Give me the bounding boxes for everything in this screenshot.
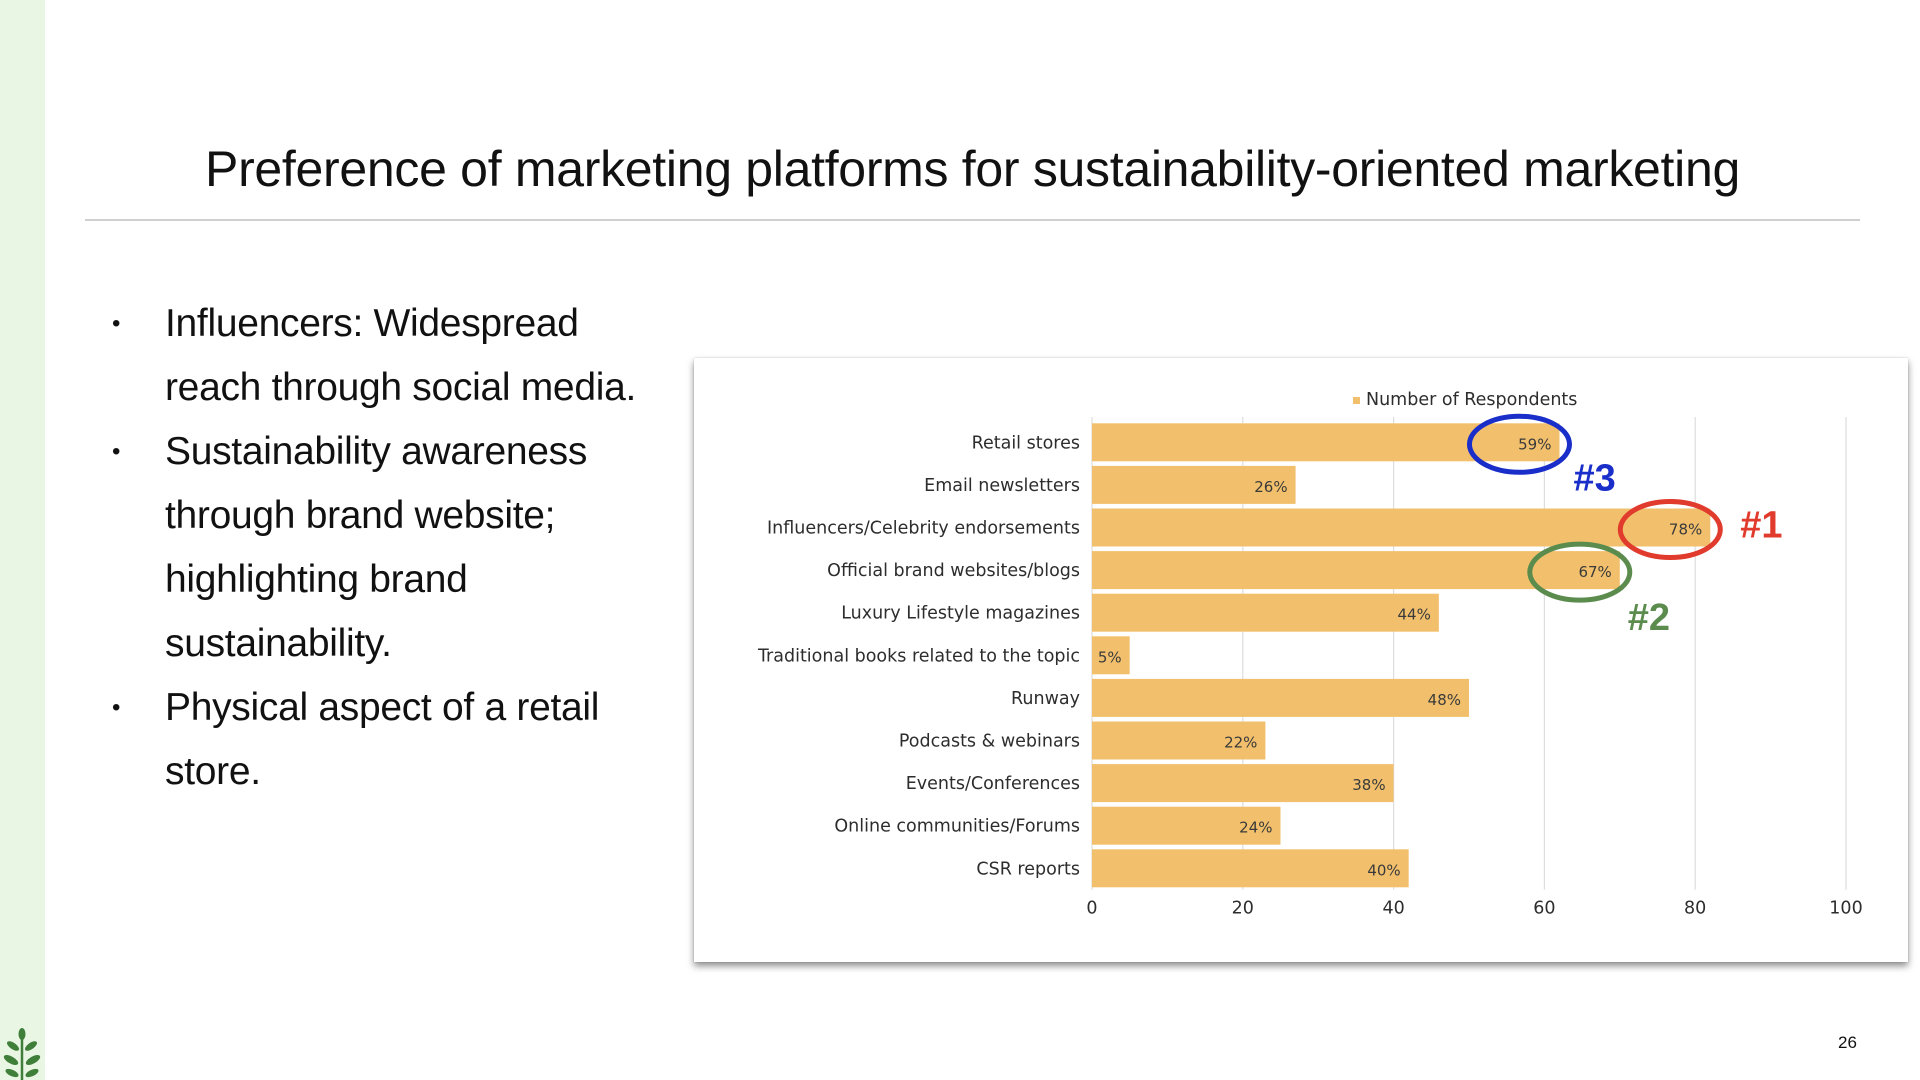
bar bbox=[1092, 721, 1266, 760]
category-label: Runway bbox=[1011, 689, 1080, 709]
category-label: Email newsletters bbox=[924, 476, 1080, 496]
category-label: Retail stores bbox=[972, 433, 1080, 453]
rank-highlight-ellipse bbox=[1527, 541, 1633, 603]
sprout-icon bbox=[3, 1028, 41, 1080]
x-tick-label: 20 bbox=[1232, 899, 1254, 919]
category-label: CSR reports bbox=[976, 859, 1080, 879]
chart-card: Number of Respondents Retail stores 59% Ema… bbox=[694, 358, 1908, 962]
data-label: 26% bbox=[1254, 478, 1287, 496]
data-label: 59% bbox=[1518, 435, 1551, 453]
category-label: Online communities/Forums bbox=[834, 817, 1080, 837]
page-number: 26 bbox=[1838, 1033, 1857, 1052]
bar-chart: Number of Respondents Retail stores 59% Ema… bbox=[757, 390, 1863, 919]
data-label: 40% bbox=[1367, 861, 1400, 879]
bar bbox=[1092, 806, 1281, 845]
category-label: Official brand websites/blogs bbox=[827, 561, 1080, 581]
slide-title: Preference of marketing platforms for su… bbox=[205, 141, 1740, 197]
data-label: 67% bbox=[1578, 563, 1611, 581]
title-divider bbox=[85, 219, 1860, 221]
rank-label: #1 bbox=[1740, 505, 1782, 547]
data-label: 38% bbox=[1352, 776, 1385, 794]
side-accent-strip bbox=[0, 0, 45, 1080]
bullet-list: Influencers: Widespread reach through so… bbox=[112, 292, 672, 804]
bullet-item: Sustainability awareness through brand w… bbox=[112, 420, 672, 676]
x-tick-label: 60 bbox=[1533, 899, 1555, 919]
data-label: 5% bbox=[1098, 648, 1122, 666]
category-label: Luxury Lifestyle magazines bbox=[841, 604, 1080, 624]
bar bbox=[1092, 849, 1409, 888]
data-label: 44% bbox=[1397, 606, 1430, 624]
legend-swatch bbox=[1353, 397, 1360, 404]
data-label: 22% bbox=[1224, 734, 1257, 752]
data-label: 78% bbox=[1669, 521, 1702, 539]
category-label: Events/Conferences bbox=[906, 774, 1080, 794]
legend-label: Number of Respondents bbox=[1366, 390, 1577, 410]
x-tick-label: 80 bbox=[1684, 899, 1706, 919]
category-label: Influencers/Celebrity endorsements bbox=[767, 519, 1080, 539]
bullet-item: Influencers: Widespread reach through so… bbox=[112, 292, 672, 420]
x-tick-label: 100 bbox=[1829, 899, 1862, 919]
x-tick-label: 0 bbox=[1086, 899, 1097, 919]
rank-label: #2 bbox=[1628, 597, 1670, 639]
x-tick-label: 40 bbox=[1382, 899, 1404, 919]
bar bbox=[1092, 508, 1711, 547]
category-label: Traditional books related to the topic bbox=[757, 646, 1080, 666]
bullet-item: Physical aspect of a retail store. bbox=[112, 676, 672, 804]
bar bbox=[1092, 678, 1469, 717]
bar bbox=[1092, 636, 1130, 675]
bar bbox=[1092, 593, 1439, 632]
bar bbox=[1092, 423, 1560, 462]
data-label: 24% bbox=[1239, 819, 1272, 837]
data-label: 48% bbox=[1428, 691, 1461, 709]
category-label: Podcasts & webinars bbox=[899, 732, 1080, 752]
bar bbox=[1092, 764, 1394, 803]
rank-label: #3 bbox=[1573, 457, 1615, 499]
rank-highlight-ellipse bbox=[1617, 499, 1723, 560]
rank-highlight-ellipse bbox=[1466, 413, 1572, 475]
bar bbox=[1092, 465, 1296, 504]
